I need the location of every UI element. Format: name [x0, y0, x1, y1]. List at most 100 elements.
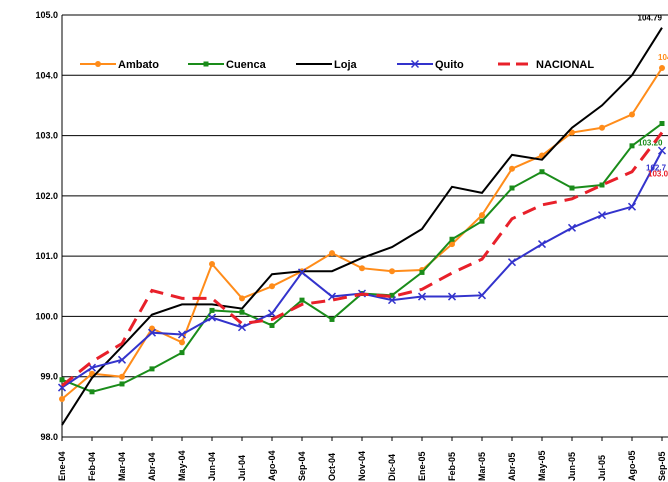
data-label: 103.0 [648, 170, 668, 179]
x-tick-label: Ene-05 [417, 451, 427, 481]
marker [659, 65, 665, 72]
marker [447, 292, 457, 301]
data-label: 103.20 [638, 139, 663, 148]
marker [203, 61, 209, 67]
x-tick-label: Sep-04 [297, 451, 307, 481]
marker [449, 236, 455, 242]
y-tick-label: 98.0 [40, 432, 58, 442]
marker [237, 323, 247, 332]
marker [267, 309, 277, 318]
marker [417, 292, 427, 301]
series-line [61, 131, 664, 387]
legend-label: Loja [334, 59, 357, 71]
series-line [61, 27, 663, 426]
y-tick-label: 99.0 [40, 372, 58, 382]
legend-item: Cuenca [188, 59, 267, 71]
marker [149, 366, 155, 372]
x-tick-label: May-05 [537, 450, 547, 481]
marker [599, 124, 605, 131]
marker [629, 111, 635, 118]
marker [297, 268, 307, 277]
legend-label: Cuenca [226, 59, 267, 71]
y-tick-label: 100.0 [35, 311, 58, 321]
marker [359, 265, 365, 272]
marker [477, 291, 487, 300]
x-tick-label: Nov-04 [357, 451, 367, 481]
data-label: 102.7 [646, 164, 667, 173]
y-tick-label: 102.0 [35, 191, 58, 201]
marker [329, 316, 335, 322]
marker [95, 61, 101, 67]
marker [147, 328, 157, 337]
marker [329, 250, 335, 257]
marker [479, 212, 485, 219]
marker [569, 185, 575, 191]
x-tick-label: Ene-04 [57, 451, 67, 481]
x-tick-label: Dic-04 [387, 454, 397, 481]
marker [269, 283, 275, 290]
marker [239, 309, 245, 315]
legend-item: Quito [397, 59, 464, 71]
marker [177, 330, 187, 339]
marker [410, 59, 420, 69]
x-tick-label: Ago-05 [627, 450, 637, 481]
marker [117, 355, 127, 364]
x-tick-label: Sep-05 [657, 451, 667, 481]
data-label: 104.79 [638, 14, 663, 23]
series-line [61, 67, 663, 400]
marker [599, 182, 605, 188]
marker [59, 377, 65, 383]
marker [299, 297, 305, 303]
marker [59, 396, 65, 403]
marker [567, 223, 577, 232]
marker [537, 240, 547, 249]
marker [149, 325, 155, 332]
x-tick-label: Abr-05 [507, 452, 517, 481]
y-tick-label: 105.0 [35, 10, 58, 20]
y-tick-label: 101.0 [35, 251, 58, 261]
marker [119, 381, 125, 387]
x-tick-label: Ago-04 [267, 450, 277, 481]
x-tick-label: Jun-05 [567, 452, 577, 481]
marker [89, 389, 95, 395]
marker [239, 295, 245, 302]
marker [657, 146, 667, 155]
y-tick-label: 104.0 [35, 70, 58, 80]
marker [629, 143, 635, 149]
marker [509, 185, 515, 191]
marker [569, 129, 575, 136]
marker [389, 268, 395, 275]
legend-label: Quito [435, 59, 464, 71]
marker [389, 292, 395, 298]
marker [627, 202, 637, 211]
marker [269, 322, 275, 328]
marker [207, 313, 217, 322]
x-tick-label: Jun-04 [207, 452, 217, 481]
legend-item: Loja [296, 59, 357, 71]
marker [507, 258, 517, 267]
marker [179, 339, 185, 346]
x-tick-label: Feb-04 [87, 452, 97, 481]
legend-item: Ambato [80, 59, 159, 71]
x-tick-label: Abr-04 [147, 452, 157, 481]
marker [597, 211, 607, 220]
legend-label: Ambato [118, 59, 159, 71]
x-tick-label: Jul-04 [237, 455, 247, 481]
legend-item: NACIONAL [498, 59, 594, 71]
legend-label: NACIONAL [536, 59, 594, 71]
marker [659, 121, 665, 127]
marker [509, 165, 515, 172]
x-tick-label: Mar-04 [117, 452, 127, 481]
x-tick-label: May-04 [177, 450, 187, 481]
marker [479, 218, 485, 224]
marker [449, 241, 455, 248]
marker [419, 269, 425, 275]
x-tick-label: Jul-05 [597, 455, 607, 481]
marker [209, 307, 215, 313]
marker [119, 373, 125, 380]
marker [539, 169, 545, 175]
x-tick-label: Oct-04 [327, 453, 337, 481]
data-label: 104.1 [658, 53, 668, 62]
marker [209, 260, 215, 267]
